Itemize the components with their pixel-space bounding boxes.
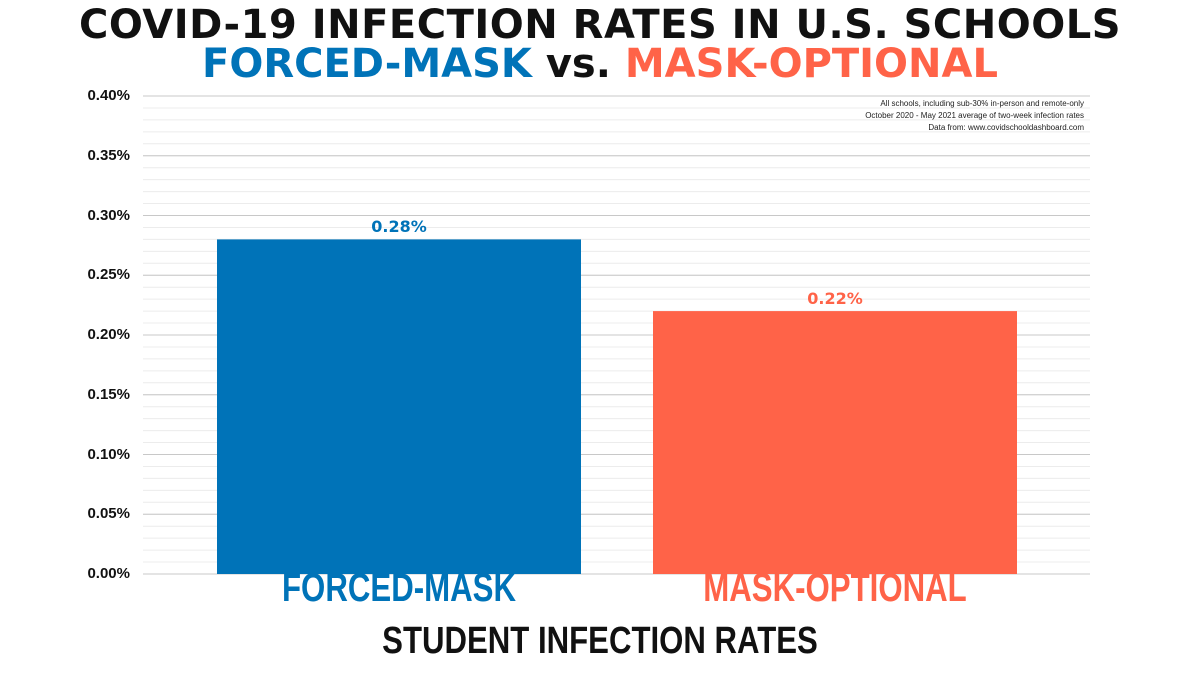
note-line: October 2020 - May 2021 average of two-w…: [865, 111, 1084, 120]
note-line: Data from: www.covidschooldashboard.com: [928, 123, 1084, 132]
y-tick-label: 0.05%: [87, 505, 130, 523]
subtitle-mask-optional: MASK-OPTIONAL: [624, 41, 998, 87]
y-tick-label: 0.25%: [87, 266, 130, 284]
chart-title: COVID-19 INFECTION RATES IN U.S. SCHOOLS: [78, 2, 1122, 48]
y-tick-label: 0.10%: [87, 445, 130, 463]
chart-subtitle: FORCED-MASK vs. MASK-OPTIONAL: [0, 41, 1200, 87]
y-tick-label: 0.20%: [87, 326, 130, 343]
chart-notes: All schools, including sub-30% in-person…: [865, 98, 1084, 134]
x-axis-label: STUDENT INFECTION RATES: [382, 620, 818, 662]
category-label: MASK-OPTIONAL: [703, 566, 967, 610]
y-tick-label: 0.30%: [87, 206, 130, 224]
bar-forced-mask: [217, 239, 581, 574]
y-tick-label: 0.00%: [87, 565, 130, 582]
category-label: FORCED-MASK: [282, 566, 516, 610]
y-tick-label: 0.35%: [87, 146, 130, 164]
bar-value-label: 0.22%: [807, 289, 863, 309]
bars: [217, 239, 1017, 574]
subtitle-forced-mask: FORCED-MASK: [202, 41, 532, 87]
y-tick-label: 0.40%: [87, 87, 130, 104]
bar-value-label: 0.28%: [371, 217, 427, 237]
bar-mask-optional: [653, 311, 1017, 574]
y-tick-label: 0.15%: [87, 385, 130, 403]
subtitle-vs: vs.: [545, 41, 611, 87]
note-line: All schools, including sub-30% in-person…: [880, 99, 1084, 108]
